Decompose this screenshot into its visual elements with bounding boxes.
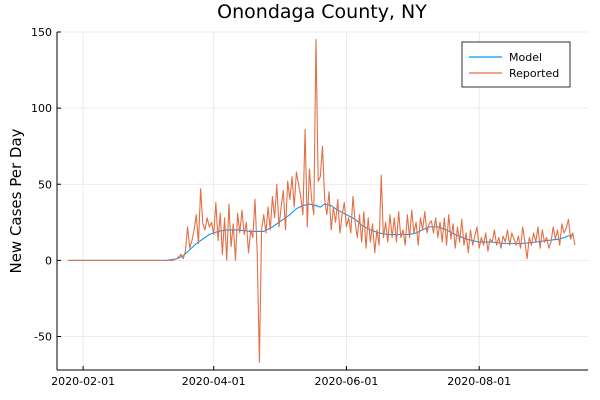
- tick-labels: -50 0 50 100 150 2020-02-01 2020-04-01 2020-06-…: [31, 26, 511, 388]
- axes: [56, 32, 588, 371]
- y-tick-label: -50: [34, 331, 52, 344]
- x-tick-label: 2020-02-01: [51, 375, 115, 388]
- y-tick-label: 0: [45, 254, 52, 267]
- y-tick-label: 100: [31, 102, 52, 115]
- legend-label-model: Model: [509, 51, 542, 64]
- x-tick-label: 2020-06-01: [314, 375, 378, 388]
- legend-label-reported: Reported: [509, 67, 559, 80]
- series-line-reported: [67, 39, 576, 363]
- legend-box: [461, 41, 571, 88]
- chart-title: Onondaga County, NY: [217, 1, 427, 23]
- x-tick-label: 2020-08-01: [447, 375, 511, 388]
- legend: Model Reported: [461, 41, 571, 88]
- y-axis-label: New Cases Per Day: [7, 128, 25, 273]
- x-tick-label: 2020-04-01: [182, 375, 246, 388]
- y-tick-label: 50: [38, 178, 52, 191]
- series-lines: [67, 39, 576, 363]
- y-tick-label: 150: [31, 26, 52, 39]
- series-line-model: [67, 203, 573, 261]
